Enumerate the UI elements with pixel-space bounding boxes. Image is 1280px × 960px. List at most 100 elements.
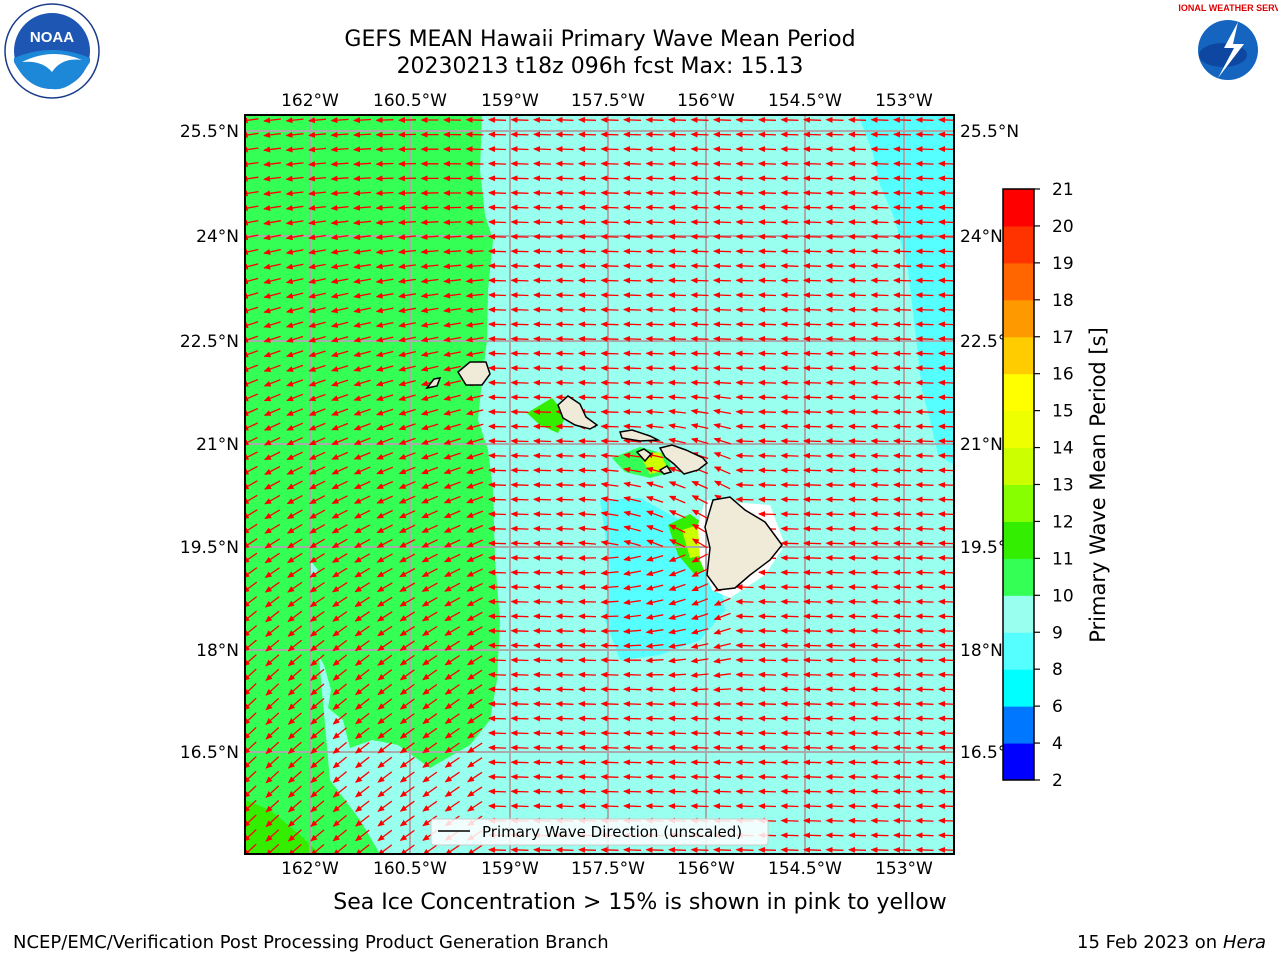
wave-direction-arrow: [353, 131, 372, 138]
wave-direction-arrow: [533, 525, 552, 532]
wave-direction-arrow: [332, 756, 348, 769]
wave-direction-arrow: [376, 524, 393, 534]
wave-direction-arrow: [310, 683, 325, 696]
wave-direction-arrow: [510, 627, 529, 634]
wave-direction-arrow: [780, 686, 799, 693]
wave-direction-arrow: [420, 408, 439, 416]
wave-direction-arrow: [285, 278, 304, 285]
wave-direction-arrow: [422, 727, 438, 739]
wave-direction-arrow: [893, 496, 912, 503]
wave-direction-arrow: [376, 538, 393, 548]
wave-direction-arrow: [645, 306, 664, 313]
wave-direction-arrow: [600, 540, 619, 546]
colorbar-tick-label: 14: [1052, 439, 1074, 459]
wave-direction-arrow: [510, 730, 529, 737]
wave-direction-arrow: [332, 814, 348, 827]
wave-direction-arrow: [510, 481, 529, 488]
wave-direction-arrow: [309, 610, 325, 622]
wave-direction-arrow: [375, 204, 394, 211]
wave-direction-arrow: [803, 613, 822, 620]
wave-direction-arrow: [713, 657, 732, 664]
wave-direction-arrow: [331, 408, 349, 416]
wave-direction-arrow: [668, 613, 686, 620]
wave-direction-arrow: [465, 409, 484, 416]
lat-label-right: 18°N: [960, 641, 1003, 661]
island-maui: [658, 444, 709, 475]
wave-direction-arrow: [287, 668, 302, 681]
noaa-logo-text: NOAA: [30, 29, 74, 46]
island-lanai: [635, 448, 653, 463]
wave-direction-arrow: [466, 640, 483, 651]
wave-direction-arrow: [398, 350, 416, 358]
wave-direction-arrow: [555, 321, 574, 328]
wave-direction-arrow: [893, 248, 912, 255]
sea-ice-note: Sea Ice Concentration > 15% is shown in …: [333, 890, 947, 915]
wave-direction-arrow: [510, 452, 529, 459]
colorbar-tick-label: 17: [1052, 328, 1074, 348]
wave-direction-arrow: [780, 817, 799, 824]
wave-direction-arrow: [286, 495, 303, 505]
wave-direction-arrow: [287, 741, 302, 755]
wave-direction-arrow: [668, 116, 687, 123]
wave-direction-arrow: [398, 495, 416, 504]
wave-direction-arrow: [758, 160, 777, 167]
wave-direction-arrow: [668, 554, 686, 562]
wave-direction-arrow: [623, 292, 642, 299]
wave-direction-arrow: [870, 116, 889, 123]
wave-direction-arrow: [915, 744, 934, 751]
wave-direction-arrow: [893, 277, 912, 284]
wave-direction-arrow: [421, 524, 438, 533]
wave-direction-arrow: [713, 262, 732, 269]
wave-direction-arrow: [803, 671, 822, 678]
wave-direction-arrow: [578, 803, 597, 810]
wave-direction-arrow: [421, 495, 439, 504]
wave-direction-arrow: [555, 350, 574, 357]
wave-direction-arrow: [645, 744, 664, 751]
wave-direction-arrow: [375, 394, 394, 401]
wave-direction-arrow: [803, 350, 822, 357]
wave-direction-arrow: [713, 466, 731, 475]
wave-direction-arrow: [465, 248, 484, 255]
wave-direction-arrow: [555, 379, 574, 386]
lon-label-top: 160.5°W: [373, 91, 447, 111]
wave-direction-arrow: [893, 700, 912, 707]
period-fill-11-12: [245, 800, 320, 854]
wave-direction-arrow: [645, 350, 664, 357]
wave-direction-arrow: [488, 175, 507, 182]
wave-direction-arrow: [600, 277, 619, 284]
wave-direction-arrow: [444, 698, 460, 710]
wave-direction-arrow: [780, 438, 799, 445]
wave-direction-arrow: [467, 684, 483, 695]
wave-direction-arrow: [555, 365, 574, 372]
wave-direction-arrow: [377, 829, 393, 842]
wave-direction-arrow: [533, 569, 552, 576]
wave-direction-arrow: [758, 686, 777, 693]
wave-direction-arrow: [780, 627, 799, 634]
wave-direction-arrow: [422, 742, 438, 754]
wave-direction-arrow: [690, 686, 709, 693]
wave-direction-arrow: [443, 277, 461, 284]
wave-direction-arrow: [623, 803, 642, 810]
wave-direction-arrow: [870, 248, 889, 255]
wave-direction-arrow: [600, 219, 619, 226]
wave-direction-arrow: [870, 452, 889, 459]
wave-direction-arrow: [355, 800, 370, 813]
wave-direction-arrow: [263, 321, 281, 328]
wave-direction-arrow: [555, 773, 574, 780]
wave-direction-arrow: [600, 146, 619, 153]
wave-direction-arrow: [377, 785, 393, 798]
wave-direction-arrow: [780, 219, 799, 226]
wave-direction-arrow: [310, 800, 325, 813]
wave-direction-arrow: [286, 538, 303, 549]
wave-direction-arrow: [690, 846, 709, 853]
wave-direction-arrow: [713, 773, 732, 780]
wave-direction-arrow: [735, 642, 754, 649]
wave-direction-arrow: [265, 829, 280, 842]
wave-direction-arrow: [308, 117, 327, 124]
wave-direction-arrow: [600, 350, 619, 357]
wave-direction-arrow: [780, 379, 799, 386]
wave-direction-arrow: [780, 116, 799, 123]
wave-direction-arrow: [645, 175, 664, 182]
wave-direction-arrow: [848, 335, 867, 342]
wave-direction-arrow: [377, 683, 393, 696]
